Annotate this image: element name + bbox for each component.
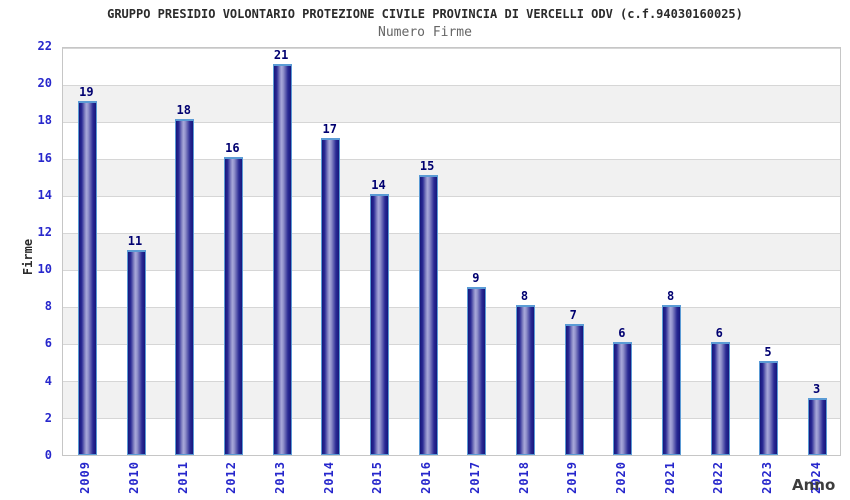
x-tick-label: 2019 bbox=[565, 461, 580, 494]
x-tick-label: 2020 bbox=[613, 461, 628, 494]
x-tick-label: 2012 bbox=[224, 461, 239, 494]
bar-value-label: 3 bbox=[813, 382, 821, 397]
bar-2017 bbox=[467, 286, 487, 455]
bar-2021 bbox=[662, 305, 682, 455]
x-tick-label: 2017 bbox=[467, 461, 482, 494]
plot-area bbox=[62, 47, 841, 456]
bar-value-label: 14 bbox=[371, 177, 386, 192]
bar-value-label: 15 bbox=[419, 159, 435, 174]
bar-value-label: 6 bbox=[618, 326, 626, 341]
bar-value-label: 5 bbox=[764, 345, 772, 360]
bar-value-label: 6 bbox=[715, 326, 723, 341]
y-tick-label: 16 bbox=[37, 150, 52, 165]
y-tick-label: 18 bbox=[37, 113, 52, 128]
y-tick-label: 22 bbox=[37, 39, 52, 53]
x-tick-label: 2014 bbox=[321, 461, 336, 494]
x-tick-label: 2009 bbox=[78, 461, 93, 494]
y-tick-label: 6 bbox=[44, 336, 52, 351]
bar-value-label: 18 bbox=[176, 103, 191, 118]
bar-value-label: 7 bbox=[569, 307, 577, 322]
x-tick-label: 2023 bbox=[759, 461, 774, 494]
y-tick-label: 20 bbox=[37, 76, 52, 91]
bar-2013 bbox=[272, 63, 292, 455]
x-tick-label: 2011 bbox=[175, 461, 190, 494]
bar-2019 bbox=[564, 323, 584, 455]
bar-2023 bbox=[759, 361, 779, 455]
y-tick-label: 10 bbox=[37, 262, 52, 277]
y-tick-label: 14 bbox=[37, 187, 52, 202]
y-tick-label: 2 bbox=[44, 410, 52, 425]
y-tick-label: 8 bbox=[44, 299, 52, 314]
bar-2015 bbox=[369, 193, 389, 455]
x-tick-label: 2010 bbox=[127, 461, 142, 494]
x-tick-label: 2018 bbox=[516, 461, 531, 494]
x-tick-label: 2013 bbox=[273, 461, 288, 494]
y-tick-label: 4 bbox=[44, 373, 52, 388]
y-tick-label: 0 bbox=[44, 448, 52, 462]
bar-value-label: 8 bbox=[520, 289, 529, 304]
bar-2016 bbox=[418, 175, 438, 455]
x-tick-label: 2021 bbox=[662, 461, 677, 494]
bar-2011 bbox=[175, 119, 195, 455]
bar-value-label: 16 bbox=[225, 140, 240, 155]
bar-value-label: 9 bbox=[472, 270, 480, 285]
bar-value-label: 17 bbox=[322, 121, 337, 136]
bar-2020 bbox=[613, 342, 633, 455]
chart-title: GRUPPO PRESIDIO VOLONTARIO PROTEZIONE CI… bbox=[107, 7, 743, 21]
y-tick-label: 12 bbox=[37, 224, 52, 239]
bar-2010 bbox=[126, 249, 146, 455]
x-tick-label: 2022 bbox=[711, 461, 726, 494]
x-tick-label: 2015 bbox=[370, 461, 385, 494]
x-axis-title: Anno bbox=[792, 476, 836, 494]
bar-2024 bbox=[808, 398, 828, 455]
x-tick-label: 2016 bbox=[419, 461, 434, 494]
bar-2009 bbox=[77, 100, 97, 455]
bar-2012 bbox=[223, 156, 243, 455]
chart-subtitle: Numero Firme bbox=[378, 25, 472, 40]
bar-value-label: 8 bbox=[666, 289, 675, 304]
bar-value-label: 21 bbox=[273, 47, 289, 62]
bar-2022 bbox=[710, 342, 730, 455]
bar-value-label: 19 bbox=[79, 84, 94, 99]
bar-2014 bbox=[321, 137, 341, 455]
bar-value-label: 11 bbox=[127, 233, 143, 248]
bar-2018 bbox=[516, 305, 536, 455]
